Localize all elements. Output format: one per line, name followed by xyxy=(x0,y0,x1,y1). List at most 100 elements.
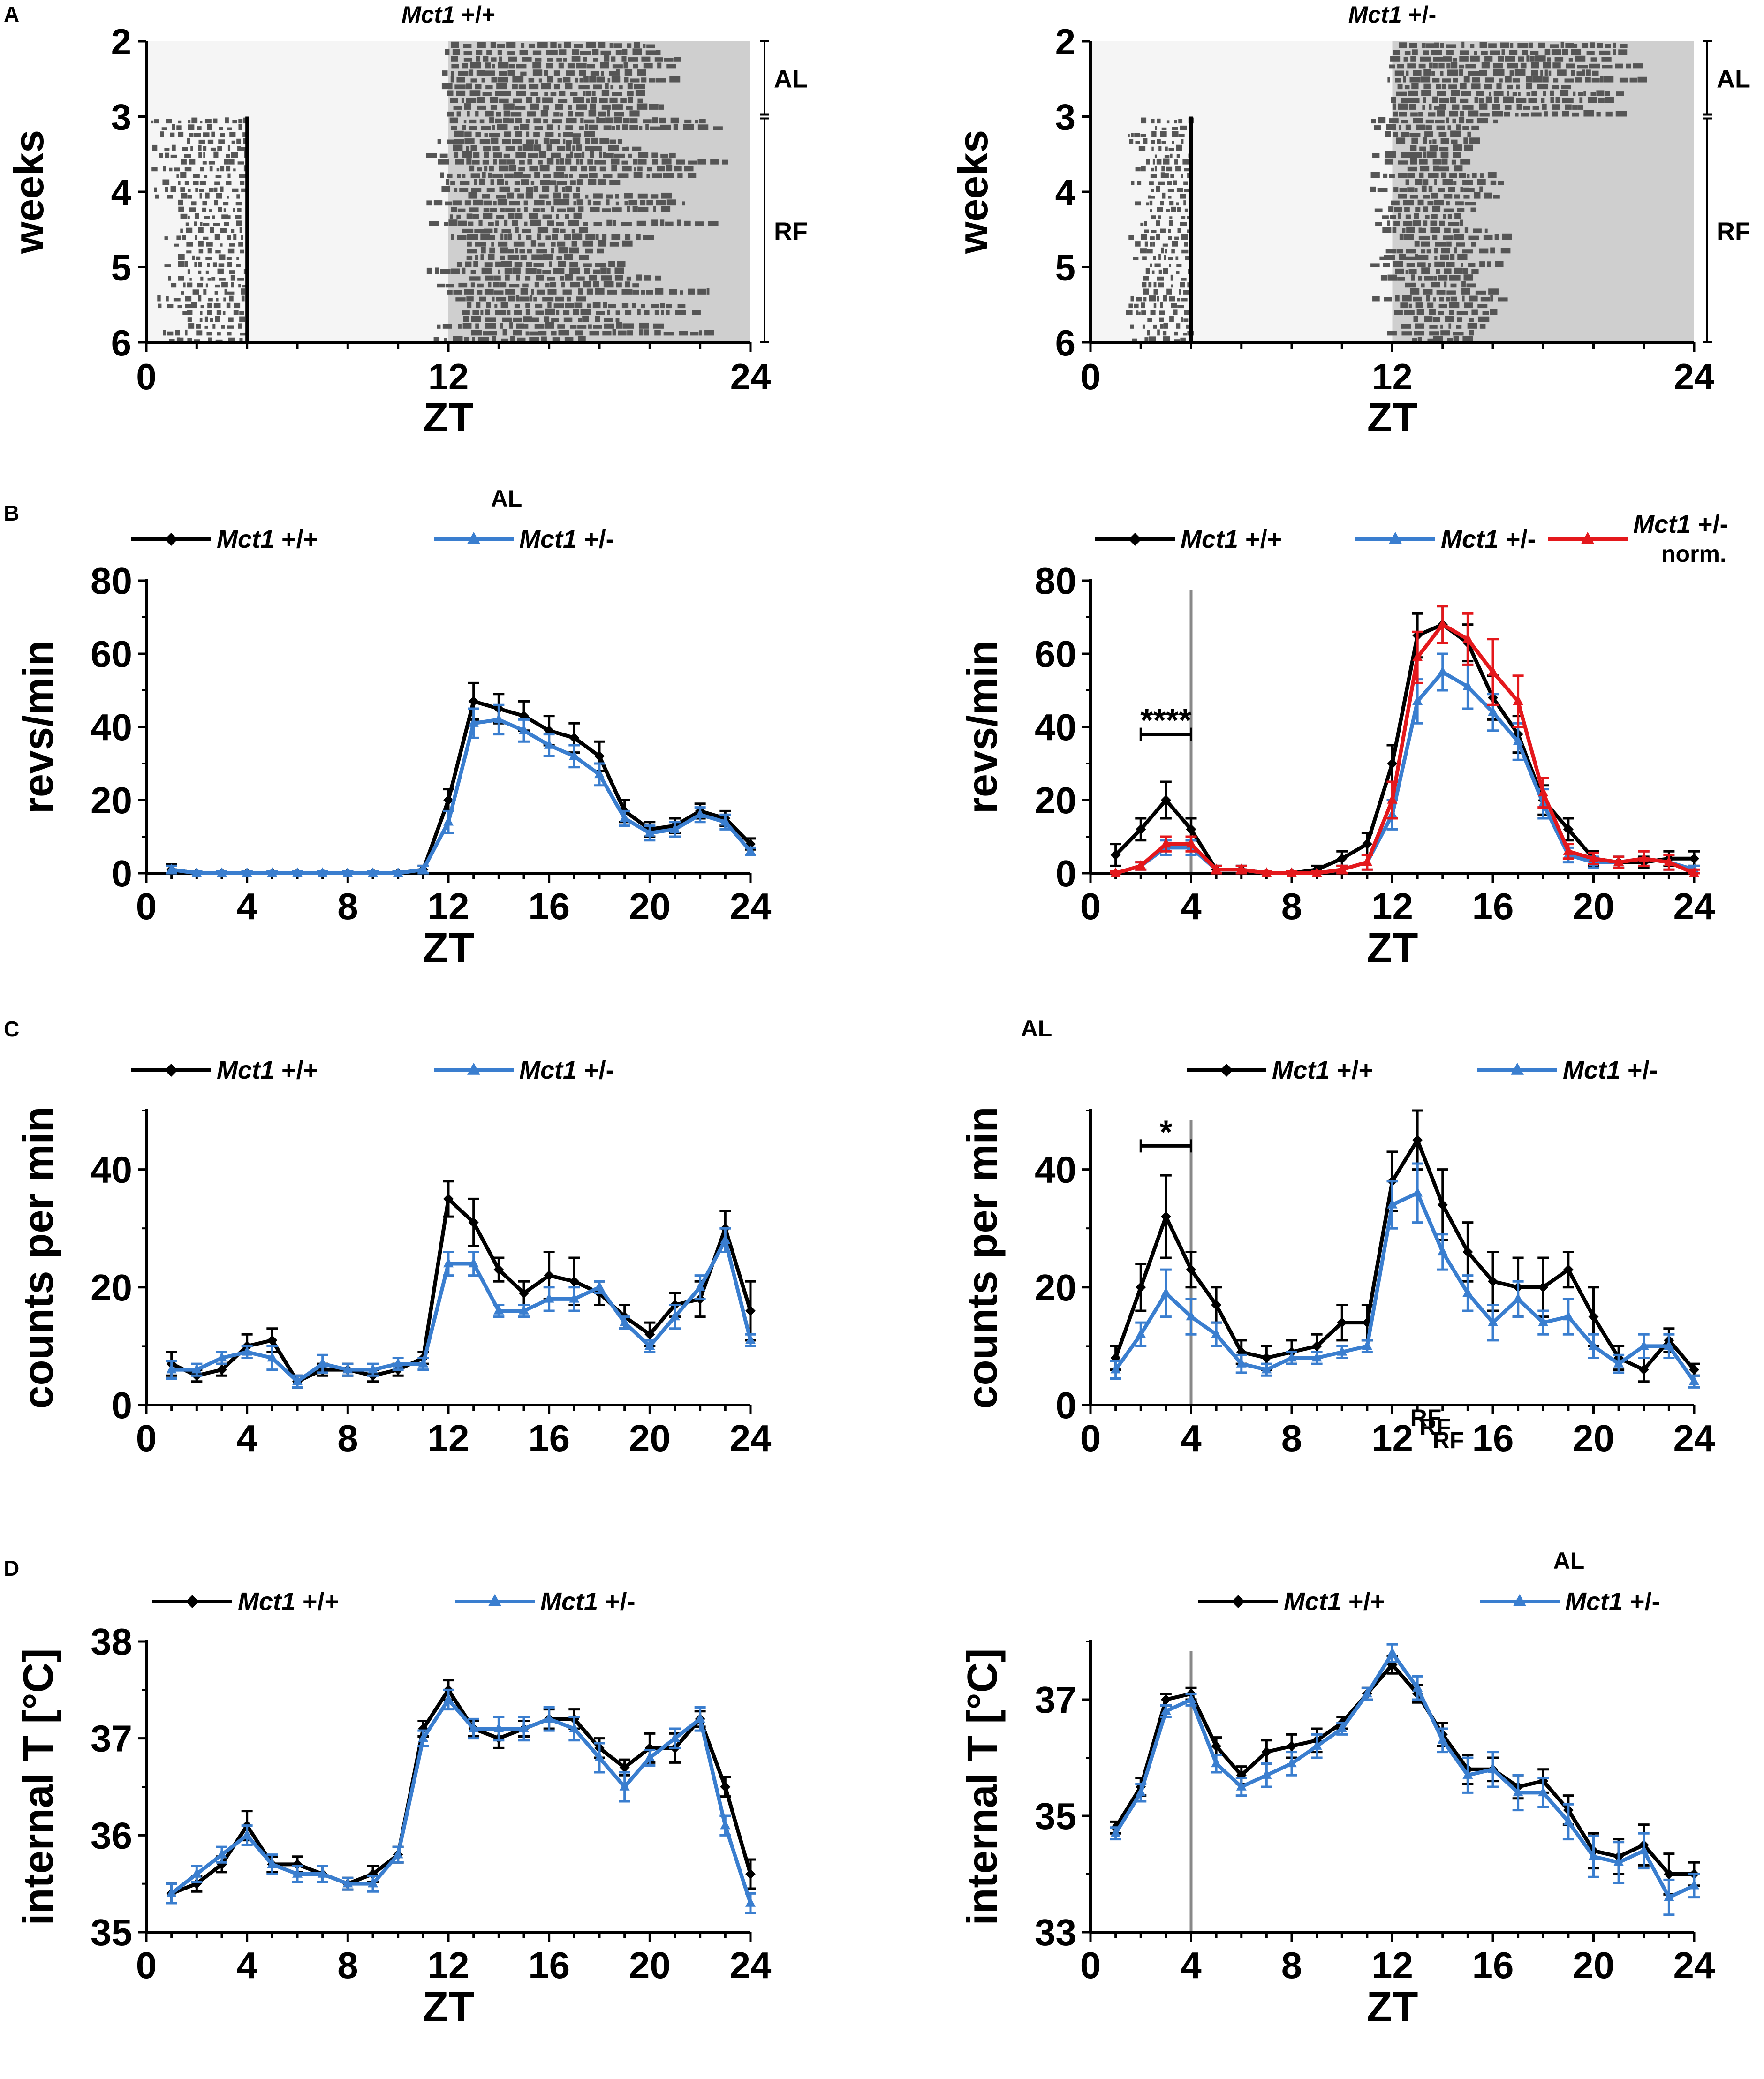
y-tick-label: 20 xyxy=(91,1267,132,1308)
activity-bout xyxy=(1619,77,1628,83)
data-point xyxy=(317,1358,328,1368)
activity-bout xyxy=(621,49,628,55)
activity-bout xyxy=(1496,83,1502,90)
activity-bout xyxy=(614,112,624,117)
activity-bout xyxy=(445,201,452,206)
y-tick-label: 20 xyxy=(1035,779,1076,821)
activity-bout xyxy=(1426,43,1434,48)
activity-bout xyxy=(1151,146,1154,151)
activity-bout xyxy=(1493,63,1503,69)
activity-bout xyxy=(699,119,706,124)
activity-bout xyxy=(1456,325,1462,329)
activity-bout xyxy=(609,71,616,76)
data-point xyxy=(644,1340,655,1350)
data-point xyxy=(468,1257,479,1268)
activity-bout xyxy=(236,257,239,260)
activity-bout xyxy=(1402,295,1412,302)
activity-bout xyxy=(1507,84,1513,90)
data-point xyxy=(1513,1786,1523,1797)
x-tick-label: 12 xyxy=(428,1417,469,1459)
activity-bout xyxy=(1566,63,1575,69)
x-tick-label: 20 xyxy=(1573,1944,1614,1986)
data-point xyxy=(1186,838,1196,848)
activity-bout xyxy=(1138,146,1146,151)
activity-bout xyxy=(659,104,664,110)
activity-bout xyxy=(498,62,509,69)
x-tick-label: 4 xyxy=(1181,1417,1202,1459)
activity-bout xyxy=(1423,50,1429,55)
activity-bout xyxy=(525,192,533,199)
activity-bout xyxy=(1460,159,1471,165)
activity-bout xyxy=(1471,83,1481,90)
activity-bout xyxy=(1435,242,1446,247)
y-axis-label: counts per min xyxy=(15,1106,62,1409)
activity-bout xyxy=(651,173,662,178)
activity-bout xyxy=(468,221,474,226)
activity-bout xyxy=(578,336,586,342)
activity-bout xyxy=(1409,133,1421,137)
activity-bout xyxy=(1552,85,1560,90)
activity-bout xyxy=(1401,98,1408,103)
activity-bout xyxy=(1419,146,1426,151)
activity-bout xyxy=(507,255,519,260)
activity-bout xyxy=(1166,166,1173,172)
data-point xyxy=(393,1358,403,1368)
activity-bout xyxy=(530,181,535,185)
activity-bout xyxy=(1459,117,1465,124)
activity-bout xyxy=(1416,309,1424,315)
activity-bout xyxy=(212,262,217,267)
activity-bout xyxy=(463,44,472,48)
activity-bout xyxy=(530,92,538,96)
activity-bout xyxy=(563,317,573,322)
activity-bout xyxy=(1180,194,1186,199)
activity-bout xyxy=(622,240,633,247)
activity-bout xyxy=(1487,172,1497,178)
activity-bout xyxy=(525,268,537,274)
activity-bout xyxy=(587,199,591,206)
activity-bout xyxy=(587,303,591,309)
activity-bout xyxy=(154,187,157,192)
activity-bout xyxy=(1459,69,1463,76)
activity-bout xyxy=(560,158,564,165)
activity-bout xyxy=(198,270,202,274)
activity-bout xyxy=(1461,263,1463,267)
activity-bout xyxy=(1502,233,1512,240)
activity-bout xyxy=(1480,173,1484,178)
x-tick-label: 20 xyxy=(629,1417,671,1459)
activity-bout xyxy=(508,213,515,219)
data-point xyxy=(493,1723,504,1732)
activity-bout xyxy=(509,118,514,124)
activity-bout xyxy=(1476,91,1484,96)
legend-suffix: +/- xyxy=(577,525,614,553)
activity-bout xyxy=(485,110,494,117)
activity-bout xyxy=(1484,192,1492,199)
activity-bout xyxy=(485,309,490,315)
activity-bout xyxy=(1419,159,1428,165)
data-point xyxy=(317,1868,328,1878)
activity-bout xyxy=(510,336,515,342)
activity-bout xyxy=(1590,57,1597,62)
activity-bout xyxy=(1165,146,1168,151)
activity-bout xyxy=(1433,165,1439,172)
activity-bout xyxy=(512,84,518,90)
activity-bout xyxy=(515,226,519,233)
y-tick-label: 40 xyxy=(91,706,132,748)
activity-bout xyxy=(1410,145,1417,151)
activity-bout xyxy=(613,43,622,48)
activity-bout xyxy=(1397,277,1405,281)
activity-bout xyxy=(1603,76,1614,83)
activity-bout xyxy=(583,76,589,83)
activity-bout xyxy=(504,233,508,240)
activity-bout xyxy=(708,221,719,226)
activity-bout xyxy=(1433,297,1436,302)
activity-bout xyxy=(1187,229,1189,233)
activity-bout xyxy=(1493,195,1500,199)
activity-bout xyxy=(448,219,458,226)
activity-bout xyxy=(187,269,190,274)
activity-bout xyxy=(1446,262,1455,267)
activity-bout xyxy=(1395,295,1400,302)
activity-bout xyxy=(596,76,605,83)
activity-bout xyxy=(1449,310,1454,315)
data-point xyxy=(1638,1845,1649,1855)
activity-bout xyxy=(470,173,480,178)
